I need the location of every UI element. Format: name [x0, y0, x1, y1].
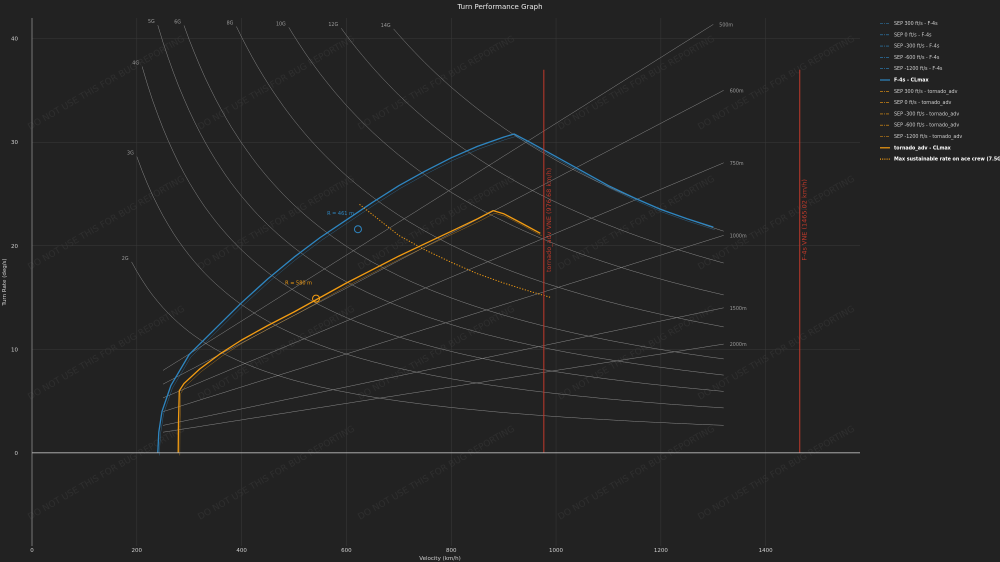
x-axis-label: Velocity (km/h): [419, 556, 461, 562]
g-line-label: 3G: [127, 151, 134, 157]
series-sep-line: [159, 136, 715, 456]
radius-line-label: 2000m: [730, 342, 747, 348]
radius-line: [162, 307, 724, 426]
legend-label: SEP -600 ft/s - tornado_adv: [894, 123, 959, 129]
g-line: [157, 25, 724, 376]
legend-label: SEP 0 ft/s - F-4s: [894, 32, 932, 38]
g-line-label: 5G: [148, 19, 155, 25]
radius-line: [162, 24, 714, 371]
x-tick-label: 1200: [654, 548, 668, 554]
series-line: [157, 133, 714, 453]
x-tick-label: 0: [30, 548, 34, 554]
vne-label: F-4s VNE (1465.02 km/h): [801, 179, 809, 261]
x-tick-label: 1000: [549, 548, 563, 554]
g-line: [136, 156, 724, 409]
g-line-label: 14G: [381, 23, 391, 29]
axes: 0 200 400 600 800 1000 1200 1400 0 10 20 30 40: [11, 18, 860, 554]
g-line: [236, 26, 724, 328]
x-tick-label: 400: [236, 548, 247, 554]
radius-marker: [312, 294, 321, 303]
reference-lines: 2G 3G 4G 5G 6G 8G 10G 12G 14G 500m 600m 750m 1000m 15…: [122, 19, 747, 433]
series-lines: [157, 133, 715, 456]
legend-label: SEP -600 ft/s - F-4s: [894, 55, 940, 61]
radius-line-label: 500m: [719, 22, 733, 28]
g-line-label: 4G: [132, 60, 139, 66]
vne-lines: tornado_adv VNE (976.68 km/h) F-4s VNE (1…: [543, 69, 809, 453]
legend-label: SEP 300 ft/s - tornado_adv: [894, 89, 958, 95]
g-line: [141, 66, 724, 392]
radius-line-label: 750m: [730, 161, 744, 167]
series-sep-line: [179, 212, 543, 456]
x-tick-label: 200: [132, 548, 143, 554]
y-tick-label: 10: [11, 347, 18, 353]
g-line-label: 10G: [276, 21, 286, 27]
x-tick-label: 600: [341, 548, 352, 554]
series-line: [177, 209, 541, 453]
radius-marker: [353, 225, 362, 234]
legend-label: tornado_adv - CLmax: [894, 145, 952, 151]
y-tick-label: 20: [11, 244, 18, 250]
g-line: [183, 25, 724, 360]
legend-label: F-4s - CLmax: [894, 78, 929, 84]
x-tick-label: 800: [446, 548, 457, 554]
x-tick-label: 1400: [759, 548, 773, 554]
legend: SEP 300 ft/s - F-4s SEP 0 ft/s - F-4s SEP …: [880, 21, 1000, 163]
g-line-label: 6G: [174, 19, 181, 25]
legend-label: SEP -1200 ft/s - F-4s: [894, 66, 943, 72]
y-tick-label: 40: [11, 37, 18, 43]
radius-line: [162, 235, 724, 412]
g-line: [288, 27, 724, 296]
radius-line-label: 1000m: [730, 233, 747, 239]
g-line: [131, 261, 724, 426]
legend-label: SEP -1200 ft/s - tornado_adv: [894, 134, 962, 140]
y-tick-label: 30: [11, 140, 18, 146]
radius-line: [162, 162, 724, 399]
radius-marker-label: R = 580 m: [285, 281, 312, 287]
radius-line-label: 600m: [730, 88, 744, 94]
radius-markers: R = 461 m R = 580 m: [285, 211, 362, 303]
radius-marker-label: R = 461 m: [327, 211, 354, 217]
y-axis-label: Turn Rate (deg/s): [2, 258, 8, 306]
g-line-label: 12G: [328, 22, 338, 28]
radius-line: [162, 343, 724, 433]
g-line-label: 8G: [227, 20, 234, 26]
legend-label: Max sustainable rate on ace crew (7.5G): [894, 157, 1000, 163]
radius-line-label: 1500m: [730, 306, 747, 312]
legend-label: SEP 0 ft/s - tornado_adv: [894, 100, 951, 106]
vne-label: tornado_adv VNE (976.68 km/h): [545, 168, 553, 272]
chart-title: Turn Performance Graph: [456, 3, 542, 11]
legend-label: SEP -300 ft/s - F-4s: [894, 44, 940, 50]
y-tick-label: 0: [15, 451, 19, 457]
legend-label: SEP -300 ft/s - tornado_adv: [894, 111, 959, 117]
g-line-label: 2G: [122, 256, 129, 262]
legend-label: SEP 300 ft/s - F-4s: [894, 21, 938, 27]
